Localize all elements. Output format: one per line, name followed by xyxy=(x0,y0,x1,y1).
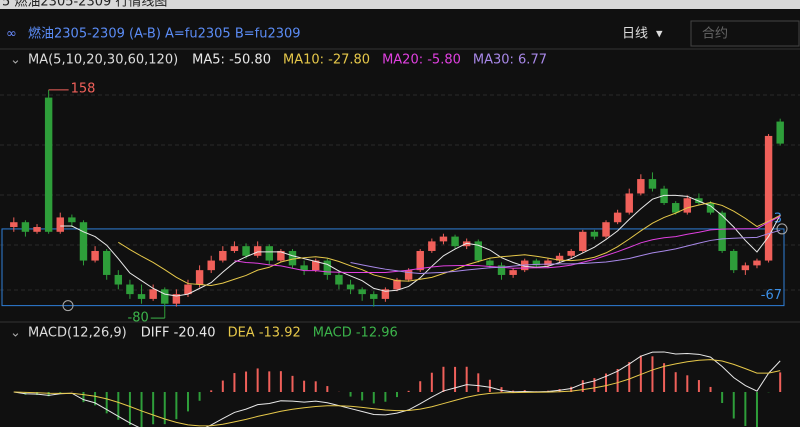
legend-item: MA30: 6.77 xyxy=(473,53,547,68)
candle-body xyxy=(68,217,76,223)
candle-body xyxy=(172,294,181,304)
candle-body xyxy=(590,231,599,237)
candle-body xyxy=(44,97,53,232)
candle-body xyxy=(184,284,192,295)
diff-line xyxy=(13,351,781,427)
candle-body xyxy=(567,250,575,256)
candle-body xyxy=(219,250,227,261)
candle-body xyxy=(207,260,215,271)
candle-body xyxy=(579,231,587,251)
candle-body xyxy=(114,274,123,285)
candle-body xyxy=(161,289,169,304)
candle-body xyxy=(288,250,297,266)
candle-body xyxy=(358,289,366,295)
candle-body xyxy=(230,246,239,251)
candle-body xyxy=(335,274,343,285)
candle-body xyxy=(277,250,285,261)
candle-body xyxy=(602,222,610,237)
min-label: -80 xyxy=(128,311,149,326)
box-handle xyxy=(62,300,74,312)
candle-body xyxy=(776,121,784,144)
dea-line xyxy=(13,359,781,427)
ma-line xyxy=(60,194,781,297)
ma-line xyxy=(350,229,781,275)
candle-body xyxy=(265,246,273,261)
header-title: 燃油2305-2309 (A-B) A=fu2305 B=fu2309 xyxy=(28,26,301,42)
candle-body xyxy=(671,203,680,213)
candle-body xyxy=(544,260,552,266)
candle-body xyxy=(370,294,378,299)
candle-body xyxy=(21,222,30,232)
ma-line xyxy=(118,202,781,286)
collapse-icon[interactable]: ⌄ xyxy=(10,53,21,68)
legend-item: MA10: -27.80 xyxy=(283,53,370,68)
ma-legend-label: MA(5,10,20,30,60,120) xyxy=(28,53,178,68)
candle-body xyxy=(532,260,541,266)
legend-item: MA5: -50.80 xyxy=(192,53,271,68)
candle-body xyxy=(486,260,494,266)
legend-item: DEA -13.92 xyxy=(228,326,301,341)
title-bar xyxy=(0,0,800,9)
ma-line xyxy=(234,215,781,274)
candle-body xyxy=(56,217,64,232)
icon: ∞ xyxy=(6,27,17,42)
candle-body xyxy=(195,270,204,285)
range-box xyxy=(1,228,785,307)
candle-body xyxy=(253,246,262,256)
candle-body xyxy=(625,193,633,213)
search-box[interactable] xyxy=(690,20,800,47)
box-handle xyxy=(776,223,788,235)
macd-legend-label: MACD(12,26,9) xyxy=(28,326,127,341)
candle-body xyxy=(730,250,738,271)
candle-body xyxy=(242,246,250,256)
candle-body xyxy=(509,270,517,275)
candle-body xyxy=(439,236,448,242)
search-placeholder[interactable]: 合约 xyxy=(702,27,728,42)
period-select[interactable]: 日线 xyxy=(622,27,648,42)
candle-body xyxy=(346,284,355,290)
window-title: 5 燃油2305-2309 行情线图 xyxy=(2,0,167,10)
candle-body xyxy=(79,222,88,261)
candle-body xyxy=(718,212,726,251)
candle-body xyxy=(393,279,401,290)
candle-body xyxy=(10,222,18,228)
candle-body xyxy=(683,198,692,213)
candle-body xyxy=(404,270,413,280)
candle-body xyxy=(102,250,111,275)
candle-body xyxy=(637,179,645,194)
candle-body xyxy=(555,255,564,261)
dropdown-arrow[interactable]: ▾ xyxy=(656,27,663,42)
box-low-label: -67 xyxy=(761,288,782,303)
candle-body xyxy=(323,260,332,275)
candle-body xyxy=(312,260,320,271)
candle-body xyxy=(91,250,99,261)
candle-body xyxy=(613,212,622,223)
candle-body xyxy=(416,250,424,271)
candle-body xyxy=(451,236,459,247)
candle-body xyxy=(753,260,761,266)
legend-item: MACD -12.96 xyxy=(313,326,398,341)
candle-body xyxy=(474,241,482,261)
candle-body xyxy=(126,284,134,295)
candle-body xyxy=(648,179,657,189)
candle-body xyxy=(300,265,308,271)
candle-body xyxy=(137,294,146,299)
candle-body xyxy=(741,265,750,271)
legend-item: MA20: -5.80 xyxy=(382,53,461,68)
candle-body xyxy=(706,203,715,213)
collapse-icon[interactable]: ⌄ xyxy=(10,326,21,341)
candle-body xyxy=(764,135,773,261)
legend-item: DIFF -20.40 xyxy=(141,326,216,341)
candle-body xyxy=(33,227,41,232)
candle-body xyxy=(149,289,157,299)
max-label: 158 xyxy=(71,81,96,96)
candle-body xyxy=(497,265,506,275)
candle-body xyxy=(428,241,436,251)
candle-body xyxy=(381,289,390,299)
